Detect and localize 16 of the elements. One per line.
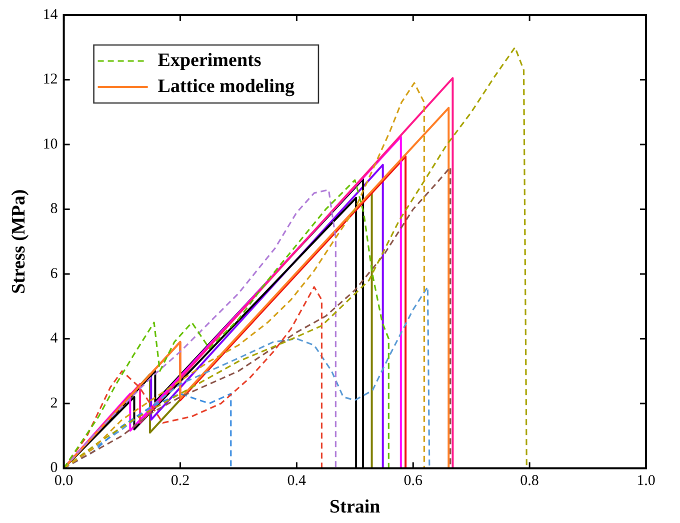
x-tick-label: 0.8 <box>520 473 539 490</box>
x-tick-label: 0.4 <box>287 473 307 490</box>
y-tick-label: 10 <box>42 136 58 152</box>
legend-label: Lattice modeling <box>158 76 295 97</box>
y-tick-label: 2 <box>50 395 58 412</box>
y-tick-label: 4 <box>50 330 58 347</box>
y-axis-title: Stress (MPa) <box>8 189 30 294</box>
y-tick-label: 14 <box>42 6 58 23</box>
y-tick-label: 6 <box>50 266 58 282</box>
x-tick-label: 0.6 <box>404 473 423 490</box>
x-tick-label: 1.0 <box>636 473 656 490</box>
y-tick-label: 12 <box>42 72 58 88</box>
legend-label: Experiments <box>158 50 262 71</box>
x-axis-title: Strain <box>330 496 381 518</box>
x-tick-label: 0.2 <box>170 473 190 490</box>
y-tick-label: 8 <box>50 201 58 218</box>
